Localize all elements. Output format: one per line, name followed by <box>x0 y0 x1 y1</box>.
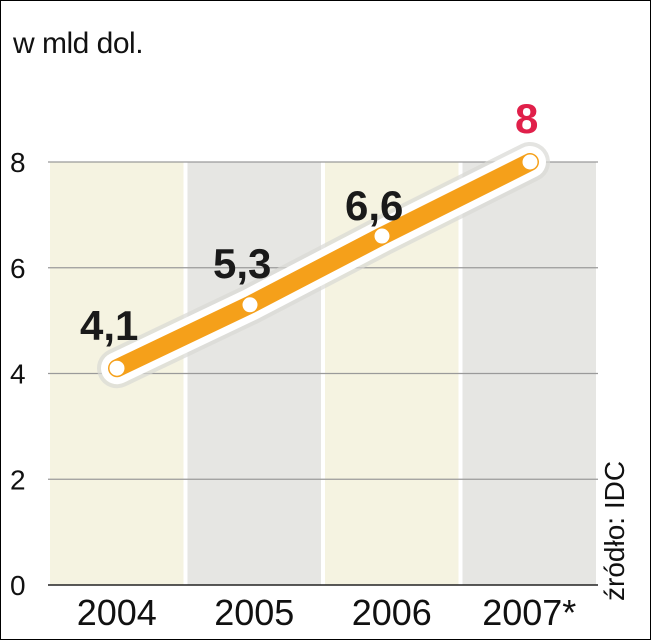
data-point-2005 <box>242 297 258 313</box>
data-point-2006 <box>374 228 390 244</box>
unit-label: w mld dol. <box>13 27 144 60</box>
x-tick-label: 2006 <box>352 592 432 633</box>
y-tick-label: 0 <box>10 570 26 601</box>
y-tick-label: 4 <box>10 359 26 390</box>
y-tick-label: 2 <box>10 464 26 495</box>
data-point-2007 <box>522 154 538 170</box>
data-label: 8 <box>515 95 538 142</box>
x-tick-label: 2004 <box>77 592 157 633</box>
x-tick-label: 2005 <box>214 592 294 633</box>
data-point-2004 <box>109 360 125 376</box>
data-label: 4,1 <box>80 302 138 349</box>
y-tick-label: 6 <box>10 253 26 284</box>
data-label: 6,6 <box>345 182 403 229</box>
y-tick-label: 8 <box>10 147 26 178</box>
series-line <box>108 153 539 378</box>
data-label: 5,3 <box>213 240 271 287</box>
x-tick-label: 2007* <box>482 592 576 633</box>
